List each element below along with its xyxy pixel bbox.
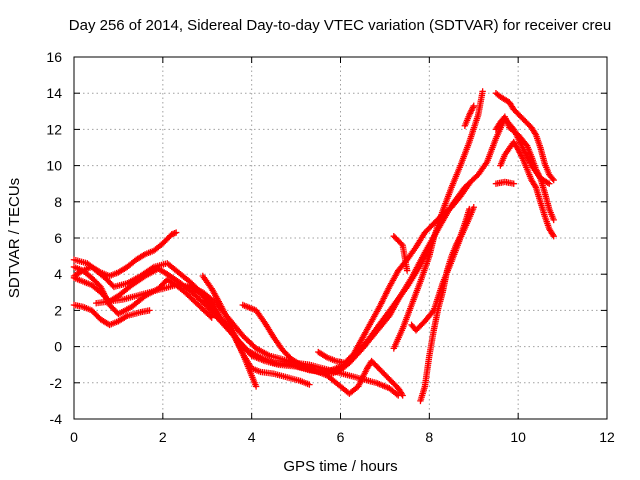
series-track-h [199, 272, 260, 390]
series-track-i [239, 301, 406, 399]
data-point [550, 232, 557, 240]
data-point [550, 216, 557, 224]
tick-labels: 0 2 4 6 8 10 12 -4 -2 0 2 4 6 8 10 12 14 16 [46, 49, 615, 445]
y-tick-label: -2 [50, 375, 63, 391]
x-tick-label: 2 [159, 429, 167, 445]
x-axis-label: GPS time / hours [283, 458, 397, 475]
data-point [470, 204, 477, 211]
series-track-s [492, 178, 517, 187]
series-track-j [315, 180, 473, 367]
x-tick-label: 8 [425, 429, 433, 445]
data-point [479, 88, 486, 95]
x-tick-label: 4 [248, 429, 256, 445]
data-point [140, 251, 147, 259]
y-tick-label: -4 [50, 411, 63, 427]
x-tick-label: 0 [70, 429, 78, 445]
data-point [122, 313, 130, 320]
data-point [252, 383, 260, 390]
data-point [531, 130, 539, 137]
y-tick-label: 0 [54, 339, 62, 355]
series-track-o [461, 102, 477, 129]
data-marks [70, 88, 557, 405]
data-point [549, 231, 557, 238]
data-point [398, 390, 405, 398]
y-tick-label: 10 [46, 158, 62, 174]
data-point [322, 353, 329, 360]
x-tick-label: 12 [599, 429, 615, 445]
x-tick-label: 10 [510, 429, 526, 445]
data-point [430, 234, 437, 242]
series-track-e [70, 229, 180, 280]
series-track-l [390, 234, 437, 352]
data-point [398, 240, 405, 248]
data-point [466, 205, 473, 213]
y-tick-label: 12 [46, 121, 62, 137]
series-track-b [70, 115, 553, 377]
series-track-c [70, 301, 153, 329]
data-point [95, 268, 103, 275]
data-point [466, 180, 473, 187]
series-track-q [492, 113, 557, 224]
chart-title: Day 256 of 2014, Sidereal Day-to-day VTE… [69, 17, 611, 34]
data-point [550, 176, 557, 184]
data-point [306, 381, 313, 388]
data-point [207, 313, 214, 320]
y-tick-label: 16 [46, 49, 62, 65]
y-tick-label: 8 [54, 194, 62, 210]
series-track-n [417, 205, 473, 405]
data-point [78, 268, 85, 275]
axis-ticks [73, 56, 608, 420]
data-point [172, 229, 180, 236]
data-point [549, 175, 556, 182]
y-tick-label: 4 [54, 266, 62, 282]
data-point [146, 307, 153, 314]
series-track-r [497, 138, 557, 240]
y-tick-label: 14 [46, 85, 62, 101]
data-point [470, 102, 477, 110]
x-tick-label: 6 [337, 429, 345, 445]
data-point [531, 182, 539, 190]
y-tick-label: 2 [54, 302, 62, 318]
data-point [399, 392, 406, 399]
plot-frame [73, 56, 608, 420]
data-point [510, 180, 517, 187]
y-axis-label: SDTVAR / TECUs [6, 178, 23, 298]
data-point [544, 179, 551, 186]
data-point [403, 267, 411, 274]
series-track-p [492, 90, 557, 184]
y-tick-label: 6 [54, 230, 62, 246]
data-point [208, 314, 215, 321]
data-point [546, 180, 553, 187]
series-track-k [390, 232, 411, 274]
